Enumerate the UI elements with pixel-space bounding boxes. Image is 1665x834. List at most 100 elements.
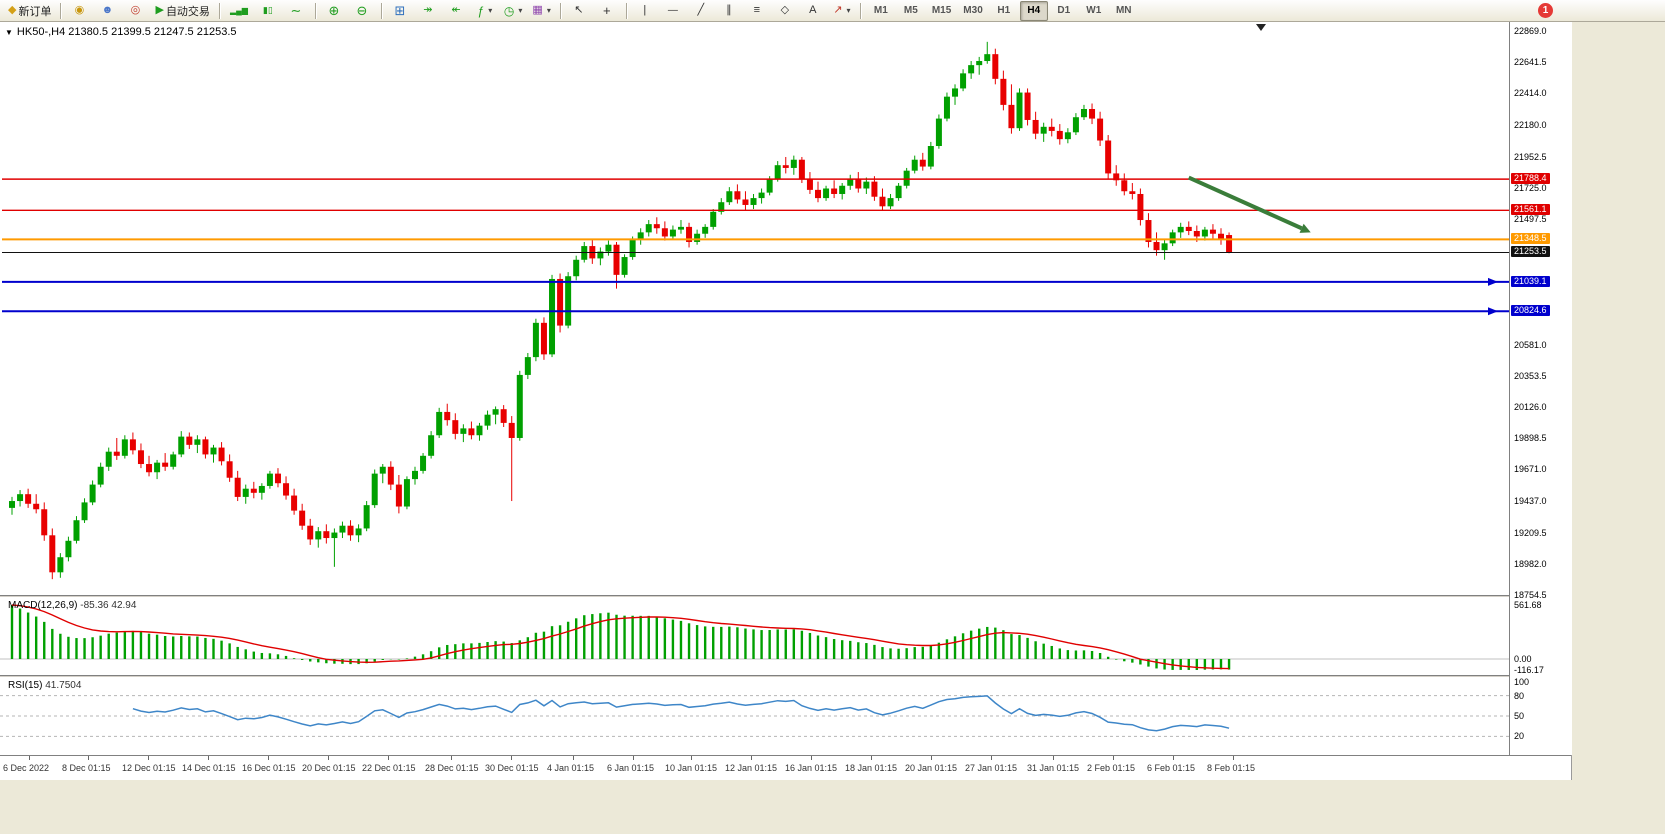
time-axis-tick (991, 756, 992, 760)
panel-splitter[interactable] (0, 675, 1571, 678)
tf-w1-button[interactable]: W1 (1080, 1, 1108, 21)
chart-shift-button[interactable]: ↞ (444, 1, 470, 21)
candle (307, 525, 314, 540)
trendline-button[interactable]: ╱ (689, 1, 715, 21)
candle (500, 409, 507, 423)
candle (89, 484, 96, 503)
candle (283, 483, 290, 496)
candle (420, 455, 427, 471)
candle (57, 557, 64, 573)
time-axis-label: 30 Dec 01:15 (485, 763, 539, 773)
time-axis-label: 12 Dec 01:15 (122, 763, 176, 773)
tile-windows-button[interactable]: ⊞ (388, 1, 414, 21)
channel-button[interactable]: ∥ (717, 1, 743, 21)
candle (226, 461, 233, 478)
line-chart-button[interactable]: ∼ (284, 1, 310, 21)
macd-indicator-chart[interactable] (0, 598, 1509, 675)
tf-m1-button[interactable]: M1 (867, 1, 895, 21)
candle (412, 470, 418, 480)
candle (146, 464, 153, 473)
candle (984, 54, 991, 62)
time-axis-label: 14 Dec 01:15 (182, 763, 236, 773)
candle (1218, 233, 1224, 240)
auto-scroll-button[interactable]: ↠ (416, 1, 442, 21)
cursor-button[interactable]: ↖ (567, 1, 593, 21)
notification-badge[interactable]: 1 (1538, 3, 1553, 18)
tf-m30-button-label: M30 (963, 5, 983, 16)
candle (565, 276, 572, 326)
time-axis-label: 12 Jan 01:15 (725, 763, 778, 773)
tf-m30-button[interactable]: M30 (958, 1, 987, 21)
rsi-value: 41.7504 (45, 680, 82, 691)
shapes-icon: ◇ (780, 4, 790, 16)
arrows-button[interactable]: ↗ ▾ (829, 1, 855, 21)
candle (1080, 108, 1087, 118)
candle (452, 420, 459, 434)
vertical-line-button[interactable]: | (633, 1, 659, 21)
indicators-button[interactable]: ƒ ▾ (472, 1, 498, 21)
templates-button[interactable]: ▦ ▾ (528, 1, 554, 21)
deposit-button[interactable]: ◉ (67, 1, 93, 21)
candle (645, 224, 652, 233)
accounts-button[interactable]: ☻ (95, 1, 121, 21)
candle (1137, 193, 1144, 221)
trend-arrow-annotation[interactable] (1187, 175, 1303, 231)
crosshair-button[interactable]: + (595, 1, 621, 21)
price-axis[interactable]: 22869.0 22641.5 22414.0 22180.0 21952.5 21725… (1509, 22, 1572, 755)
time-axis-tick (871, 756, 872, 760)
main-price-chart[interactable] (0, 22, 1509, 596)
chart-window: ▼ HK50-,H4 21380.5 21399.5 21247.5 21253.… (0, 22, 1572, 780)
tf-mn-button[interactable]: MN (1110, 1, 1138, 21)
candle (41, 509, 48, 536)
candle (17, 494, 24, 502)
zoom-out-button[interactable]: ⊖ (350, 1, 376, 21)
channel-icon: ∥ (726, 4, 732, 16)
user-icon: ☻ (101, 4, 114, 16)
tf-h1-button[interactable]: H1 (990, 1, 1018, 21)
tf-m5-button[interactable]: M5 (897, 1, 925, 21)
tf-m15-button[interactable]: M15 (927, 1, 956, 21)
new-order-button[interactable]: ◆ 新订单 (4, 1, 55, 21)
bar-chart-button[interactable]: ▂▄▆ (226, 1, 254, 21)
time-axis-label: 6 Feb 01:15 (1147, 763, 1196, 773)
rsi-indicator-chart[interactable] (0, 678, 1509, 755)
candle (653, 224, 660, 229)
zoom-in-button[interactable]: ⊕ (322, 1, 348, 21)
rsi-axis-label: 20 (1514, 731, 1525, 742)
toolbar-separator (559, 2, 562, 19)
time-axis-tick (633, 756, 634, 760)
trend-arrowhead-icon (1299, 223, 1311, 233)
candlestick-chart-button[interactable]: ▮▯ (256, 1, 282, 21)
fibonacci-button[interactable]: ≡ (745, 1, 771, 21)
chart-collapse-icon[interactable]: ▼ (5, 28, 13, 37)
toolbar: ◆ 新订单 ◉ ☻ ◎ ▶ 自动交易 ▂▄▆ ▮▯ ∼ ⊕ ⊖ ⊞ ↠ ↞ ƒ ▾ ◷ ▾ ▦ ▾ ↖ + | — ╱ ∥ ≡ ◇ A ↗ ▾… (0, 0, 1665, 22)
shapes-button[interactable]: ◇ (773, 1, 799, 21)
horizontal-line-button[interactable]: — (661, 1, 687, 21)
candle (758, 192, 765, 199)
toolbar-separator (314, 2, 317, 19)
candle (323, 531, 330, 539)
periods-button[interactable]: ◷ ▾ (500, 1, 527, 21)
candle (476, 425, 483, 436)
candle (1201, 229, 1208, 237)
support-line-1-price-label: 21039.1 (1511, 275, 1550, 287)
community-button[interactable]: ◎ (123, 1, 149, 21)
autotrading-button[interactable]: ▶ 自动交易 (151, 1, 213, 21)
candle (1032, 119, 1039, 134)
chart-shift-icon: ↞ (451, 4, 461, 16)
chart-title: ▼ HK50-,H4 21380.5 21399.5 21247.5 21253.… (5, 26, 237, 38)
text-button[interactable]: A (801, 1, 827, 21)
time-axis-label: 31 Jan 01:15 (1027, 763, 1080, 773)
time-axis[interactable]: 6 Dec 2022 8 Dec 01:15 12 Dec 01:15 14 Dec … (0, 755, 1571, 780)
candle (484, 414, 491, 426)
time-axis-label: 20 Dec 01:15 (302, 763, 356, 773)
candle (661, 228, 668, 237)
price-axis-label: 19209.5 (1514, 527, 1547, 538)
tf-h4-button[interactable]: H4 (1019, 0, 1048, 21)
tf-d1-button[interactable]: D1 (1050, 1, 1078, 21)
panel-splitter[interactable] (0, 595, 1571, 598)
time-axis-tick (1113, 756, 1114, 760)
candle (33, 503, 40, 510)
candle (549, 278, 556, 355)
candle (992, 54, 999, 79)
